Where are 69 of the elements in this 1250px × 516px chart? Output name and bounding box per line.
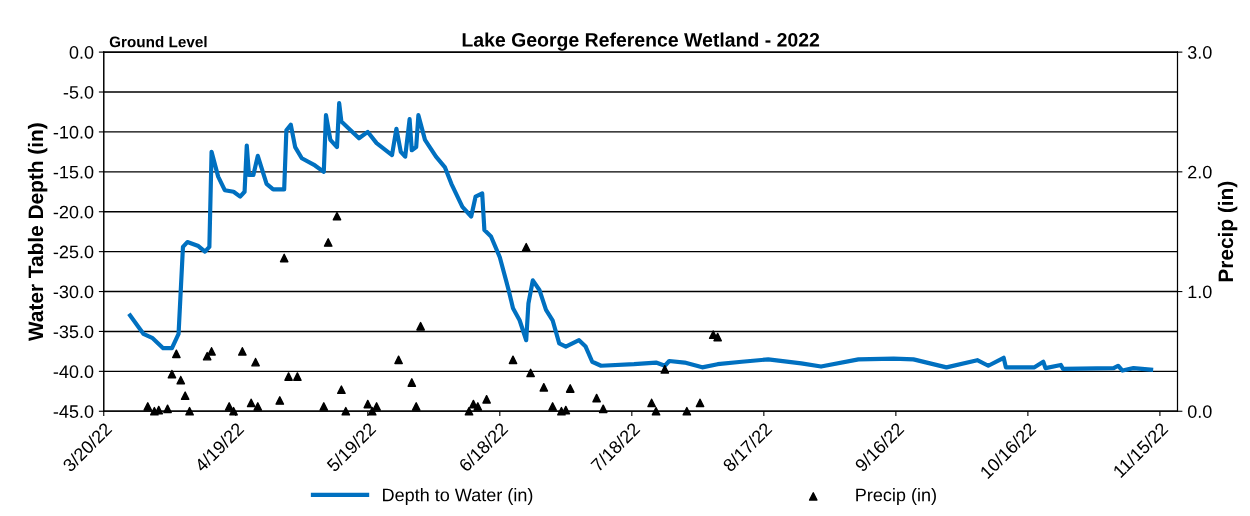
point (367, 406, 377, 416)
chart-title: Lake George Reference Wetland - 2022 (462, 32, 820, 51)
point (651, 406, 661, 416)
point (372, 402, 381, 411)
point (508, 355, 518, 365)
point (143, 402, 153, 411)
point (171, 349, 181, 359)
point (180, 391, 190, 401)
point (224, 402, 234, 411)
y-tick-label: -15.0 (53, 165, 94, 179)
point (237, 347, 247, 356)
point (464, 406, 474, 416)
y2-tick-label: 3.0 (1187, 46, 1212, 59)
point (713, 332, 723, 342)
point (416, 321, 425, 331)
y-tick-label: -10.0 (53, 125, 94, 139)
point (682, 406, 692, 416)
y2-axis-title: Precip (in) (1217, 181, 1238, 282)
point (695, 398, 705, 408)
point (207, 347, 216, 356)
y2-tick-label: 1.0 (1188, 285, 1212, 299)
point (647, 398, 656, 408)
point (337, 385, 346, 395)
legend-label: Precip (in) (856, 488, 936, 505)
point (539, 382, 549, 392)
y-axis-title: Water Table Depth (in) (27, 123, 48, 342)
point (246, 398, 256, 408)
text: Ground Level (109, 36, 207, 48)
point (548, 402, 557, 411)
point (407, 378, 417, 387)
line-series (128, 101, 1154, 373)
point (163, 404, 172, 414)
point (319, 402, 329, 411)
point (482, 394, 491, 404)
point (229, 406, 238, 416)
y-tick-label: -35.0 (53, 325, 94, 339)
y-tick-label: 0.0 (69, 46, 94, 59)
point (394, 355, 403, 365)
legend-label: Depth to Water (in) (383, 488, 533, 505)
point (660, 364, 670, 374)
y-tick-label: -20.0 (53, 205, 94, 219)
y2-tick-label: 2.0 (1188, 165, 1212, 179)
point (323, 238, 333, 247)
point (411, 402, 421, 411)
point (275, 396, 285, 405)
y-tick-label: -30.0 (53, 285, 94, 299)
point (332, 211, 342, 221)
point (526, 368, 535, 378)
point (284, 372, 293, 381)
point (185, 406, 194, 416)
y2-tick-label: 0.0 (1187, 405, 1212, 418)
point (202, 351, 212, 361)
point (279, 253, 289, 263)
point (293, 372, 302, 381)
point (598, 404, 608, 414)
point (176, 375, 186, 385)
y-tick-label: -40.0 (53, 365, 94, 379)
y-tick-label: -5.0 (63, 85, 94, 99)
point (521, 242, 531, 252)
y-tick-label: -25.0 (53, 245, 94, 259)
point (592, 393, 601, 403)
point (253, 402, 263, 411)
point (341, 406, 351, 416)
point (363, 399, 373, 409)
point (565, 384, 575, 393)
y-tick-label: -45.0 (53, 405, 94, 418)
point (167, 369, 177, 379)
point (251, 357, 260, 367)
point (473, 402, 483, 411)
